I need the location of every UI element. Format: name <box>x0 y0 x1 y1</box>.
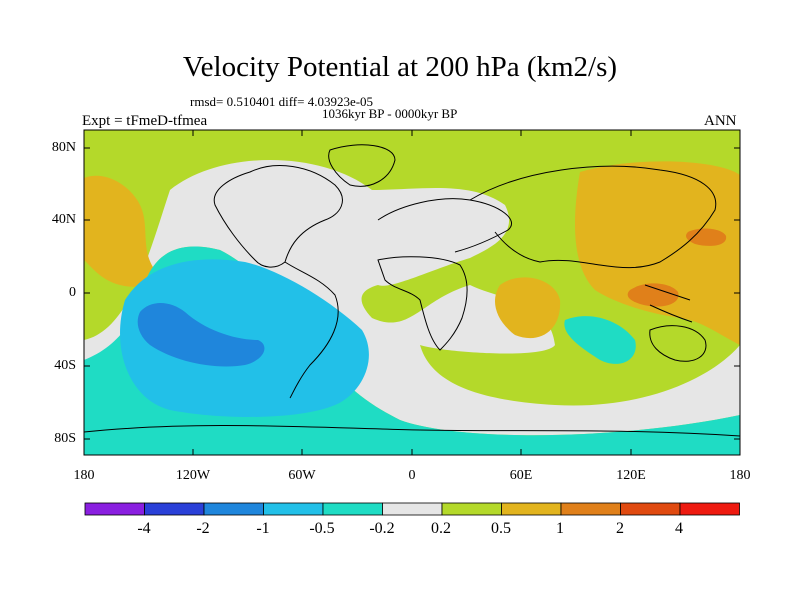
experiment-label: Expt = tFmeD-tfmea <box>82 113 208 129</box>
colorbar-swatch <box>382 502 443 516</box>
axis-ticks <box>83 130 741 455</box>
contour-region-positive-africa <box>495 277 561 339</box>
colorbar-swatch <box>679 502 740 516</box>
x-tick-60e: 60E <box>509 468 533 483</box>
contour-region-negative-1 <box>120 259 369 417</box>
colorbar-label: 2 <box>616 520 624 537</box>
y-tick-40n: 40N <box>51 212 76 227</box>
y-tick-80n: 80N <box>51 140 76 155</box>
colorbar-swatch <box>84 502 145 516</box>
y-tick-80s: 80S <box>54 431 76 446</box>
colorbar-swatch <box>322 502 383 516</box>
x-tick-60w: 60W <box>288 468 316 483</box>
contour-region-positive-1b <box>627 283 679 307</box>
contour-region-positive-1 <box>686 228 727 246</box>
contour-field <box>84 130 740 455</box>
colorbar <box>84 502 740 516</box>
colorbar-label: 0.2 <box>431 520 451 537</box>
colorbar-label: -2 <box>196 520 210 537</box>
colorbar-label: 4 <box>675 520 683 537</box>
colorbar-label: -4 <box>137 520 151 537</box>
coastlines <box>84 144 740 437</box>
colorbar-label: -0.2 <box>369 520 395 537</box>
y-tick-0: 0 <box>69 285 76 300</box>
x-tick-180e: 180 <box>729 468 751 483</box>
colorbar-swatch <box>203 502 264 516</box>
contour-region-positive-asia <box>575 161 740 345</box>
colorbar-swatch <box>441 502 502 516</box>
colorbar-label: -0.5 <box>309 520 335 537</box>
stats-text: rmsd= 0.510401 diff= 4.03923e-05 <box>190 94 374 109</box>
season-label: ANN <box>704 113 737 129</box>
colorbar-label: 0.5 <box>491 520 511 537</box>
contour-region-positive-pacific <box>84 175 158 287</box>
contour-region-negative-2 <box>137 303 265 367</box>
colorbar-swatch <box>263 502 324 516</box>
colorbar-label: -1 <box>256 520 270 537</box>
contour-region-neutral <box>84 160 740 436</box>
colorbar-swatch <box>501 502 562 516</box>
x-tick-120e: 120E <box>616 468 646 483</box>
colorbar-swatch <box>144 502 205 516</box>
y-tick-40s: 40S <box>54 358 76 373</box>
map-title: Velocity Potential at 200 hPa (km2/s) <box>182 51 618 83</box>
period-text: 1036kyr BP - 0000kyr BP <box>322 106 458 121</box>
x-tick-120w: 120W <box>175 468 211 483</box>
colorbar-swatch <box>620 502 681 516</box>
colorbar-label: 1 <box>556 520 564 537</box>
contour-region-negative-05-indian <box>564 316 636 364</box>
x-tick-180w: 180 <box>73 468 95 483</box>
x-tick-0: 0 <box>408 468 416 483</box>
colorbar-swatch <box>560 502 621 516</box>
